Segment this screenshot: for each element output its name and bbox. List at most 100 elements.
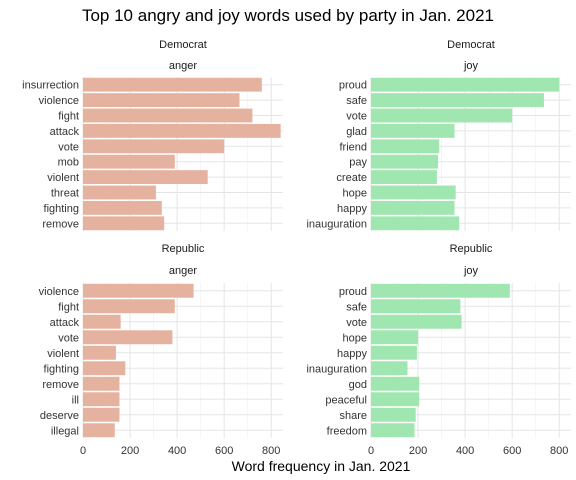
panel-sentiment-label: anger [169, 265, 197, 277]
bar-attack [83, 123, 281, 138]
category-label: happy [337, 348, 367, 360]
panel-democrat-anger: Democrat anger insurrection violence fight at… [22, 39, 283, 231]
category-label: remove [42, 218, 79, 230]
panel-sentiment-label: joy [463, 60, 479, 72]
category-label: violence [39, 95, 79, 107]
category-label: attack [50, 317, 80, 329]
bar-share [371, 407, 416, 422]
bar-happy [371, 345, 417, 360]
bar-safe [371, 299, 461, 314]
panel-republic-joy: Republic joy proud safe vote hope happy inaugur… [306, 243, 571, 457]
bar-fighting [83, 361, 126, 376]
bar-peaceful [371, 392, 420, 407]
category-label: create [336, 172, 367, 184]
x-tick-label: 800 [550, 445, 568, 457]
category-label: violent [47, 172, 79, 184]
bar-vote [83, 330, 173, 345]
bar-vote [83, 139, 225, 154]
category-label: fighting [44, 203, 79, 215]
category-label: inauguration [306, 363, 367, 375]
bar-fighting [83, 200, 162, 215]
category-label: violent [47, 348, 79, 360]
bar-ill [83, 392, 120, 407]
bar-insurrection [83, 77, 262, 92]
category-label: vote [58, 141, 79, 153]
x-tick-label: 200 [409, 445, 427, 457]
category-label: fight [58, 301, 79, 313]
category-label: vote [58, 332, 79, 344]
category-label: hope [343, 188, 367, 200]
category-label: hope [343, 332, 367, 344]
panel-sentiment-label: joy [463, 265, 479, 277]
bar-proud [371, 283, 510, 298]
bar-friend [371, 139, 440, 154]
bar-violent [83, 170, 208, 185]
category-label: god [349, 379, 367, 391]
bar-create [371, 170, 437, 185]
category-label: peaceful [325, 394, 367, 406]
x-tick-label: 0 [80, 445, 86, 457]
category-label: safe [346, 95, 367, 107]
category-label: deserve [40, 410, 79, 422]
bar-fight [83, 299, 175, 314]
bar-god [371, 376, 420, 391]
panel-party-label: Republic [450, 243, 493, 255]
panel-party-label: Democrat [447, 39, 495, 51]
panel-democrat-joy: Democrat joy proud safe vote glad friend pay cre… [306, 39, 571, 231]
category-label: fight [58, 111, 79, 123]
x-tick-label: 0 [368, 445, 374, 457]
x-tick-label: 200 [121, 445, 139, 457]
category-label: insurrection [22, 80, 79, 92]
category-label: mob [58, 157, 79, 169]
bar-violence [83, 93, 240, 108]
category-label: attack [50, 126, 80, 138]
bar-violent [83, 345, 116, 360]
x-tick-label: 400 [456, 445, 474, 457]
bar-proud [371, 77, 560, 92]
bar-glad [371, 123, 455, 138]
bar-mob [83, 154, 175, 169]
panel-sentiment-label: anger [169, 60, 197, 72]
panel-party-label: Republic [162, 243, 205, 255]
bar-hope [371, 185, 456, 200]
bar-fight [83, 108, 253, 123]
bar-vote [371, 108, 513, 123]
bar-remove [83, 376, 120, 391]
bar-hope [371, 330, 419, 345]
category-label: safe [346, 301, 367, 313]
category-label: remove [42, 379, 79, 391]
x-tick-label: 800 [262, 445, 280, 457]
bar-pay [371, 154, 439, 169]
category-label: proud [339, 80, 367, 92]
chart-panels: Democrat anger insurrection violence fight at… [22, 39, 571, 457]
bar-inauguration [371, 361, 408, 376]
bar-inauguration [371, 216, 460, 231]
category-label: happy [337, 203, 367, 215]
bar-attack [83, 314, 121, 329]
category-label: illegal [51, 425, 79, 437]
panel-republic-anger: Republic anger violence fight attack vote viol… [39, 243, 283, 457]
category-label: vote [346, 111, 367, 123]
category-label: share [339, 410, 367, 422]
bar-illegal [83, 423, 115, 438]
bar-remove [83, 216, 165, 231]
x-tick-label: 600 [503, 445, 521, 457]
x-tick-label: 400 [168, 445, 186, 457]
category-label: violence [39, 286, 79, 298]
category-label: fighting [44, 363, 79, 375]
bar-freedom [371, 423, 415, 438]
category-label: friend [339, 141, 367, 153]
x-tick-label: 600 [215, 445, 233, 457]
category-label: vote [346, 317, 367, 329]
bar-happy [371, 200, 455, 215]
category-label: inauguration [306, 218, 367, 230]
category-label: ill [72, 394, 79, 406]
category-label: proud [339, 286, 367, 298]
x-axis-label: Word frequency in Jan. 2021 [232, 458, 411, 474]
category-label: pay [349, 157, 367, 169]
bar-deserve [83, 407, 120, 422]
bar-violence [83, 283, 194, 298]
category-label: threat [51, 188, 79, 200]
bar-threat [83, 185, 156, 200]
